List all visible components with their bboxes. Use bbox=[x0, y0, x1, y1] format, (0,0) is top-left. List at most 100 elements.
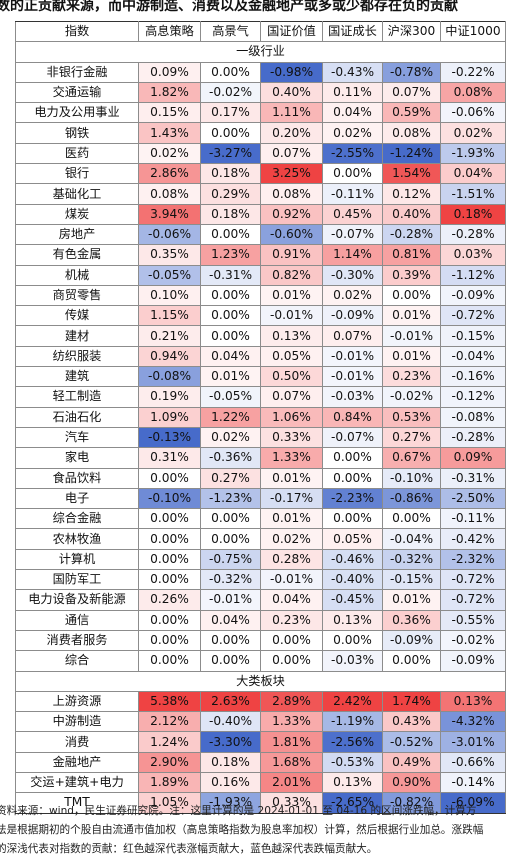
value-cell: 0.29% bbox=[200, 183, 261, 205]
value-cell: -0.05% bbox=[200, 386, 261, 408]
value-cell: -2.65% bbox=[322, 792, 383, 814]
value-cell: 0.94% bbox=[138, 345, 201, 368]
page-title: 数的正贡献来源，而中游制造、消费以及金融地产或多或少都存在负的贡献 bbox=[0, 0, 458, 14]
value-cell: 1.09% bbox=[138, 406, 201, 428]
row-label: 煤炭 bbox=[15, 203, 139, 225]
value-cell: -0.10% bbox=[138, 487, 201, 510]
value-cell: 0.00% bbox=[322, 467, 383, 489]
row-label: 传媒 bbox=[15, 305, 139, 327]
column-header: 高息策略 bbox=[138, 20, 201, 43]
table-row: 建筑 -0.08% 0.01% 0.50% -0.01% 0.23% -0.16% bbox=[15, 366, 506, 388]
table-row: 建材 0.21% 0.00% 0.13% 0.07% -0.01% -0.15% bbox=[15, 325, 506, 347]
table-row: 银行 2.86% 0.18% 3.25% 0.00% 1.54% 0.04% bbox=[15, 163, 506, 185]
table-row: 电力设备及新能源 0.26% -0.01% 0.04% -0.45% 0.01% -0.72… bbox=[15, 589, 506, 611]
row-label: 通信 bbox=[15, 609, 139, 631]
value-cell: -0.15% bbox=[382, 569, 441, 591]
value-cell: -0.28% bbox=[440, 426, 506, 449]
value-cell: 0.33% bbox=[260, 426, 323, 449]
value-cell: 0.00% bbox=[322, 629, 383, 652]
value-cell: -2.23% bbox=[322, 487, 383, 510]
value-cell: -0.66% bbox=[440, 751, 506, 773]
table-row: 煤炭 3.94% 0.18% 0.92% 0.45% 0.40% 0.18% bbox=[15, 203, 506, 225]
value-cell: -0.28% bbox=[382, 223, 441, 246]
value-cell: -0.02% bbox=[200, 81, 261, 104]
value-cell: 1.81% bbox=[260, 731, 323, 753]
value-cell: -0.36% bbox=[200, 447, 261, 469]
value-cell: 0.00% bbox=[382, 284, 441, 307]
value-cell: 1.22% bbox=[200, 406, 261, 428]
value-cell: 0.00% bbox=[138, 467, 201, 489]
value-cell: 0.01% bbox=[382, 345, 441, 368]
value-cell: 0.00% bbox=[138, 548, 201, 571]
row-label: 国防军工 bbox=[15, 569, 139, 591]
column-header: 中证1000 bbox=[440, 20, 506, 43]
value-cell: -0.04% bbox=[382, 528, 441, 550]
value-cell: 5.38% bbox=[138, 690, 201, 713]
value-cell: -1.12% bbox=[440, 264, 506, 286]
value-cell: 0.20% bbox=[260, 122, 323, 144]
value-cell: 0.00% bbox=[200, 284, 261, 307]
value-cell: 0.00% bbox=[200, 508, 261, 530]
row-label: 建筑 bbox=[15, 366, 139, 388]
value-cell: -0.01% bbox=[200, 589, 261, 611]
value-cell: 0.08% bbox=[382, 122, 441, 144]
value-cell: 0.31% bbox=[138, 447, 201, 469]
value-cell: 0.01% bbox=[200, 366, 261, 388]
table-row: 农林牧渔 0.00% 0.00% 0.02% 0.05% -0.04% -0.42% bbox=[15, 528, 506, 550]
table-row: 交运+建筑+电力 1.89% 0.16% 2.01% 0.13% 0.90% -0.14% bbox=[15, 771, 506, 794]
row-label: 中游制造 bbox=[15, 711, 139, 733]
table-row: 消费者服务 0.00% 0.00% 0.00% 0.00% -0.09% -0.02% bbox=[15, 629, 506, 652]
table-row: 上游资源 5.38% 2.63% 2.89% 2.42% 1.74% 0.13% bbox=[15, 690, 506, 713]
row-label: 电力及公用事业 bbox=[15, 102, 139, 124]
value-cell: 0.00% bbox=[138, 629, 201, 652]
value-cell: 0.04% bbox=[200, 345, 261, 368]
row-label: 消费 bbox=[15, 731, 139, 753]
value-cell: 0.00% bbox=[138, 508, 201, 530]
value-cell: 0.81% bbox=[382, 244, 441, 266]
value-cell: 3.25% bbox=[260, 163, 323, 185]
row-label: 轻工制造 bbox=[15, 386, 139, 408]
value-cell: 0.00% bbox=[200, 61, 261, 83]
row-label: 电子 bbox=[15, 487, 139, 510]
value-cell: -0.60% bbox=[260, 223, 323, 246]
section-label: 大类板块 bbox=[15, 670, 506, 692]
value-cell: 0.36% bbox=[382, 609, 441, 631]
value-cell: 0.26% bbox=[138, 589, 201, 611]
value-cell: -0.08% bbox=[440, 406, 506, 428]
table-row: 轻工制造 0.19% -0.05% 0.07% -0.03% -0.02% -0.12% bbox=[15, 386, 506, 408]
value-cell: -0.11% bbox=[322, 183, 383, 205]
table-row: 国防军工 0.00% -0.32% -0.01% -0.40% -0.15% -0.72% bbox=[15, 569, 506, 591]
value-cell: 1.05% bbox=[138, 792, 201, 814]
value-cell: 0.13% bbox=[322, 771, 383, 794]
column-header: 指数 bbox=[15, 20, 139, 43]
value-cell: -0.53% bbox=[322, 751, 383, 773]
value-cell: 0.19% bbox=[138, 386, 201, 408]
value-cell: 0.67% bbox=[382, 447, 441, 469]
table-header-row: 指数 高息策略 高景气 国证价值 国证成长 沪深300 中证1000 bbox=[15, 20, 506, 43]
value-cell: 0.18% bbox=[200, 203, 261, 225]
value-cell: -0.01% bbox=[322, 345, 383, 368]
value-cell: 1.74% bbox=[382, 690, 441, 713]
row-label: 计算机 bbox=[15, 548, 139, 571]
value-cell: 0.91% bbox=[260, 244, 323, 266]
value-cell: -2.50% bbox=[440, 487, 506, 510]
value-cell: 0.33% bbox=[260, 792, 323, 814]
value-cell: 0.90% bbox=[382, 771, 441, 794]
value-cell: 0.01% bbox=[260, 284, 323, 307]
value-cell: -0.12% bbox=[440, 386, 506, 408]
value-cell: 0.02% bbox=[138, 142, 201, 165]
value-cell: 0.01% bbox=[260, 467, 323, 489]
row-label: 房地产 bbox=[15, 223, 139, 246]
value-cell: -0.02% bbox=[440, 629, 506, 652]
value-cell: 2.42% bbox=[322, 690, 383, 713]
row-label: 非银行金融 bbox=[15, 61, 139, 83]
table-row: 消费 1.24% -3.30% 1.81% -2.56% -0.52% -3.01% bbox=[15, 731, 506, 753]
section-header-row: 大类板块 bbox=[15, 670, 506, 692]
row-label: 商贸零售 bbox=[15, 284, 139, 307]
value-cell: -0.04% bbox=[440, 345, 506, 368]
value-cell: 0.00% bbox=[138, 569, 201, 591]
value-cell: 0.07% bbox=[260, 142, 323, 165]
table-row: 金融地产 2.90% 0.18% 1.68% -0.53% 0.49% -0.66% bbox=[15, 751, 506, 773]
value-cell: -0.13% bbox=[138, 426, 201, 449]
table-row: 电子 -0.10% -1.23% -0.17% -2.23% -0.86% -2.50% bbox=[15, 487, 506, 510]
